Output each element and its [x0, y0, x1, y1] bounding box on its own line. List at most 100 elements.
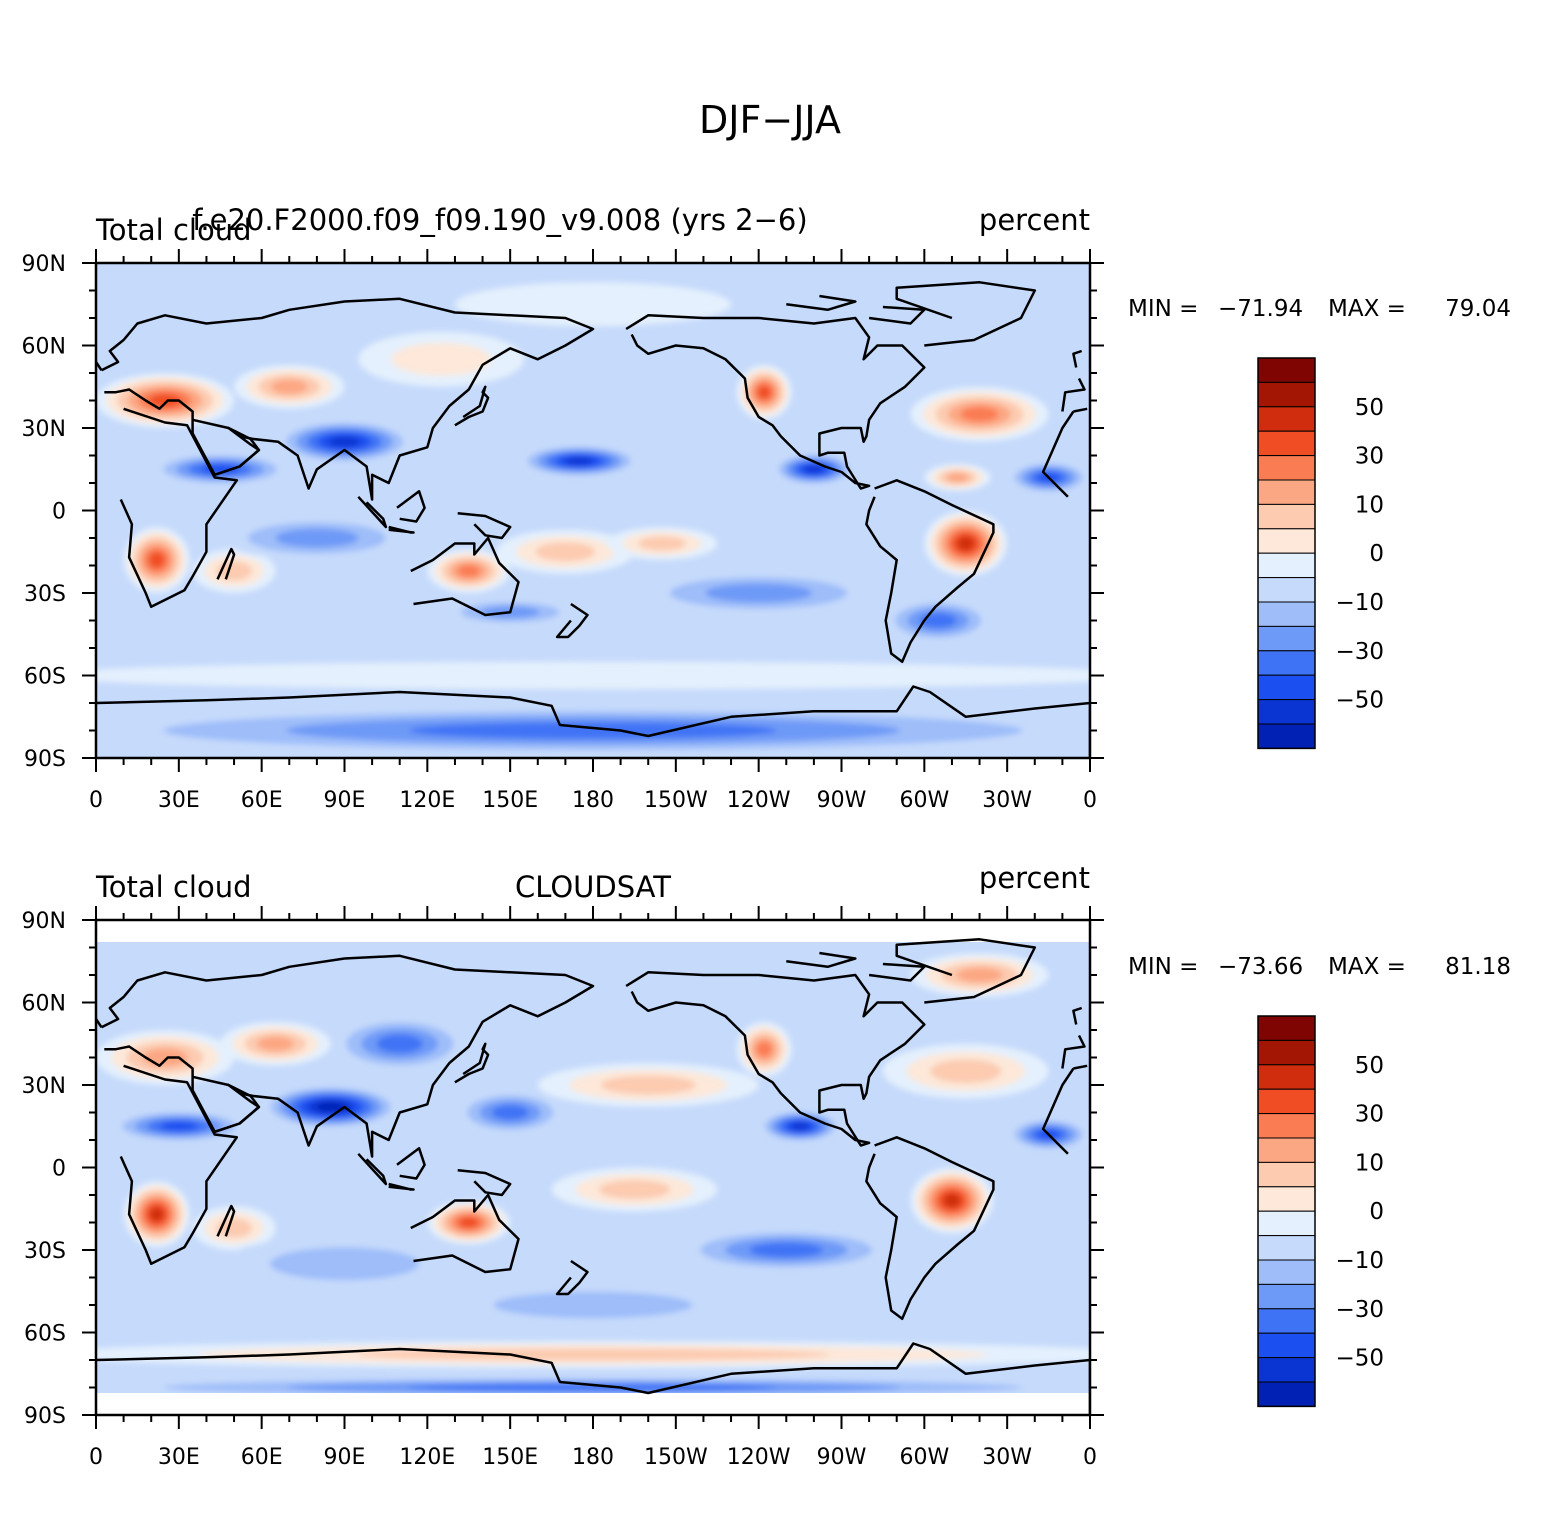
- contour-patch: [565, 457, 594, 465]
- contour-patch: [149, 394, 181, 407]
- coastlines: [96, 281, 1090, 758]
- colorbar-swatch: [1257, 1332, 1316, 1359]
- contour-patch: [600, 1075, 696, 1095]
- colorbar-label: −10: [1335, 590, 1384, 616]
- lat-tick-label: 30N: [22, 1074, 66, 1099]
- coastline-path: [216, 1204, 236, 1237]
- contour-patch: [216, 561, 252, 581]
- colorbar-swatch: [1257, 1137, 1316, 1163]
- lon-tick-label: 150E: [482, 1445, 538, 1470]
- lon-tick-label: 60E: [241, 1445, 283, 1470]
- contour-patch: [454, 282, 732, 327]
- contour-patch: [459, 1217, 479, 1228]
- colorbar-swatch: [1257, 1064, 1316, 1090]
- colorbar: 50 30 10 0 −10 −30 −50: [1257, 1015, 1384, 1408]
- contour-patch: [756, 1041, 772, 1057]
- lon-tick-label: 150E: [482, 788, 538, 813]
- colorbar-swatch: [1257, 625, 1316, 652]
- lat-tick-label: 60N: [22, 335, 66, 360]
- coastline-path: [410, 536, 520, 617]
- colorbar-swatch: [1257, 699, 1316, 725]
- axis-ticks: [82, 249, 1104, 772]
- panel-center-title: f.e20.F2000.f09_f09.190_v9.008 (yrs 2−6): [192, 203, 807, 237]
- max-value: 79.04: [1445, 296, 1511, 322]
- coastline-path: [96, 1342, 1090, 1415]
- lon-tick-label: 0: [1083, 788, 1097, 813]
- colorbar-label: 0: [1369, 1199, 1384, 1225]
- lon-tick-label: 0: [89, 788, 103, 813]
- colorbar-swatch: [1257, 1186, 1316, 1212]
- colorbar-label: 30: [1355, 444, 1384, 470]
- contour-patch: [956, 967, 1003, 983]
- colorbar-swatch: [1257, 1308, 1316, 1334]
- contour-patch: [142, 1048, 189, 1067]
- lon-tick-label: 90E: [324, 788, 366, 813]
- colorbar-label: 10: [1355, 1150, 1384, 1176]
- contour-patch: [493, 1291, 693, 1319]
- coastline-path: [410, 1193, 520, 1274]
- colorbar-swatch: [1257, 455, 1316, 481]
- colorbar-swatch: [1257, 674, 1316, 701]
- map-field: [96, 942, 1090, 1393]
- colorbar-swatch: [1257, 601, 1316, 627]
- lon-tick-label: 60W: [899, 1445, 949, 1470]
- contour-patch: [408, 722, 778, 739]
- colorbar-swatch: [1257, 650, 1316, 676]
- lat-tick-label: 0: [52, 1157, 66, 1182]
- colorbar-label: 50: [1355, 1053, 1384, 1079]
- contour-patch: [96, 661, 1090, 690]
- lat-tick-labels: 90N 60N 30N 0 30S 60S 90S: [22, 252, 66, 772]
- contour-patch: [598, 1180, 670, 1199]
- axis-ticks: [82, 906, 1104, 1429]
- panel-units: percent: [979, 861, 1090, 895]
- lat-tick-label: 60N: [22, 992, 66, 1017]
- colorbar-label: −50: [1335, 1346, 1384, 1372]
- panel-model: Total cloud f.e20.F2000.f09_f09.190_v9.0…: [22, 203, 1511, 813]
- panel-left-title: Total cloud: [95, 870, 251, 904]
- coastline-path: [388, 525, 415, 534]
- lon-tick-label: 150W: [644, 1445, 708, 1470]
- colorbar-label: −30: [1335, 1297, 1384, 1323]
- max-value: 81.18: [1445, 954, 1511, 980]
- contour-patch: [960, 406, 999, 422]
- figure-title: DJF−JJA: [699, 98, 841, 142]
- contour-patch: [457, 565, 481, 577]
- colorbar-swatch: [1257, 528, 1316, 554]
- colorbar: 50 30 10 0 −10 −30 −50: [1257, 357, 1384, 750]
- lat-tick-label: 0: [52, 500, 66, 525]
- max-label: MAX =: [1328, 954, 1406, 980]
- coastline-path: [868, 305, 926, 325]
- contour-patch: [160, 1121, 198, 1131]
- colorbar-label: −50: [1335, 688, 1384, 714]
- lon-tick-label: 60W: [899, 788, 949, 813]
- coastline-path: [457, 512, 512, 540]
- lat-tick-labels: 90N 60N 30N 0 30S 60S 90S: [22, 909, 66, 1429]
- colorbar-swatch: [1257, 1113, 1316, 1139]
- coastline-path: [786, 951, 857, 969]
- lat-tick-label: 90N: [22, 909, 66, 934]
- lon-tick-label: 30W: [982, 1445, 1032, 1470]
- colorbar-swatch: [1257, 1039, 1316, 1066]
- contour-patch: [943, 1193, 961, 1208]
- colorbar-frame: [1257, 357, 1316, 750]
- contour-patch: [705, 583, 812, 603]
- lat-tick-label: 30S: [24, 1239, 66, 1264]
- colorbar-swatch: [1257, 503, 1316, 530]
- contour-patch: [790, 1122, 810, 1131]
- colorbar-frame: [1257, 1015, 1316, 1408]
- coastline-path: [357, 1152, 388, 1186]
- coastline-path: [96, 685, 1090, 758]
- colorbar-label: −10: [1335, 1248, 1384, 1274]
- contour-patch: [150, 1207, 164, 1221]
- coastline-path: [457, 1169, 512, 1197]
- lon-tick-label: 180: [572, 1445, 614, 1470]
- coastline-path: [895, 938, 1037, 1004]
- coastline-path: [357, 495, 388, 529]
- lon-tick-label: 90W: [817, 788, 867, 813]
- coastline-path: [191, 418, 261, 477]
- contour-patch: [804, 465, 824, 474]
- lat-tick-label: 60S: [24, 1322, 66, 1347]
- coastline-path: [786, 294, 857, 312]
- colorbar-swatch: [1257, 1015, 1316, 1041]
- contour-patch: [757, 385, 771, 399]
